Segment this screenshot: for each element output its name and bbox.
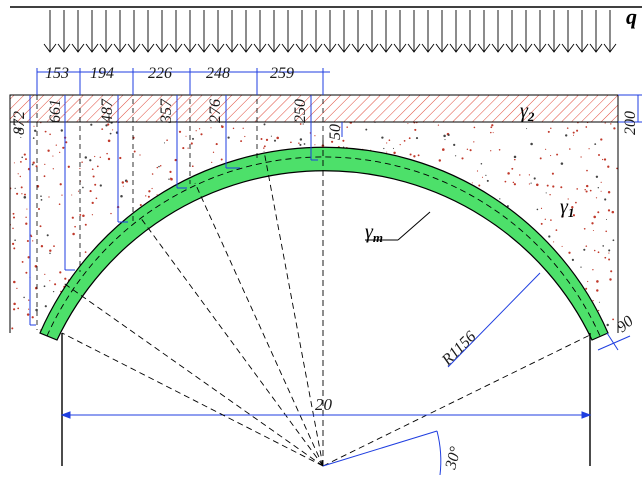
- load-arrow: [351, 10, 365, 53]
- load-arrow: [183, 10, 197, 53]
- load-arrow: [225, 10, 239, 53]
- span-label: 259: [270, 65, 294, 82]
- gamma1-label: γ1: [560, 196, 574, 220]
- arch-ring: [39, 146, 609, 341]
- fill-thickness-dimension: [618, 94, 642, 123]
- load-arrow: [127, 10, 141, 53]
- radius-line: [447, 272, 541, 368]
- height-label: 487: [99, 98, 116, 123]
- load-arrow: [505, 10, 519, 53]
- span-label: 248: [206, 65, 230, 82]
- load-arrow: [337, 10, 351, 53]
- span-label: 194: [90, 65, 114, 82]
- load-arrow: [575, 10, 589, 53]
- height-label: 357: [158, 98, 175, 124]
- load-arrow: [379, 10, 393, 53]
- height-label: 276: [207, 99, 224, 123]
- span-total-label: 20: [315, 395, 333, 414]
- load-arrow: [561, 10, 575, 53]
- load-arrow: [253, 10, 267, 53]
- height-label: 872: [11, 111, 28, 135]
- load-arrow: [197, 10, 211, 53]
- radial-section-lines: [61, 140, 591, 467]
- height-dimensions: [29, 95, 343, 326]
- radius-label: R1156: [438, 328, 479, 369]
- fill-thickness-label: 200: [622, 111, 639, 135]
- span-dimension-line: [36, 68, 330, 95]
- load-arrow: [547, 10, 561, 53]
- load-arrow: [533, 10, 547, 53]
- load-arrow: [393, 10, 407, 53]
- load-arrow: [281, 10, 295, 53]
- load-arrow: [323, 10, 337, 53]
- load-arrow: [71, 10, 85, 53]
- load-arrow: [463, 10, 477, 53]
- span-label: 153: [45, 65, 69, 82]
- gamma2-label: γ2: [520, 100, 535, 124]
- load-arrow: [407, 10, 421, 53]
- load-arrow: [43, 10, 57, 53]
- load-arrow: [211, 10, 225, 53]
- load-arrow: [309, 10, 323, 53]
- total-span-dimension: [60, 411, 592, 419]
- load-arrow: [435, 10, 449, 53]
- span-label: 226: [148, 65, 172, 82]
- arch-thickness-label: 90: [614, 313, 637, 336]
- load-arrow: [141, 10, 155, 53]
- load-arrow: [155, 10, 169, 53]
- load-arrow: [491, 10, 505, 53]
- height-label: 250: [292, 99, 309, 123]
- load-arrow: [421, 10, 435, 53]
- load-arrow: [169, 10, 183, 53]
- load-arrow: [99, 10, 113, 53]
- height-label: 50: [327, 124, 344, 140]
- load-arrow: [113, 10, 127, 53]
- load-arrow: [519, 10, 533, 53]
- load-arrow: [603, 10, 617, 53]
- load-arrow: [365, 10, 379, 53]
- load-arrow: [477, 10, 491, 53]
- load-arrow: [449, 10, 463, 53]
- load-arrow: [85, 10, 99, 53]
- load-arrow: [239, 10, 253, 53]
- load-arrow: [589, 10, 603, 53]
- gammam-label: γm: [365, 221, 383, 245]
- height-label: 661: [47, 99, 64, 123]
- load-arrow: [295, 10, 309, 53]
- arch-axis: [46, 156, 601, 337]
- angle-label: 30°: [442, 444, 465, 472]
- angle-arc: [436, 430, 442, 476]
- load-arrow: [57, 10, 71, 53]
- load-label: q: [626, 4, 637, 29]
- load-arrow: [267, 10, 281, 53]
- distributed-load-arrows: [43, 10, 617, 53]
